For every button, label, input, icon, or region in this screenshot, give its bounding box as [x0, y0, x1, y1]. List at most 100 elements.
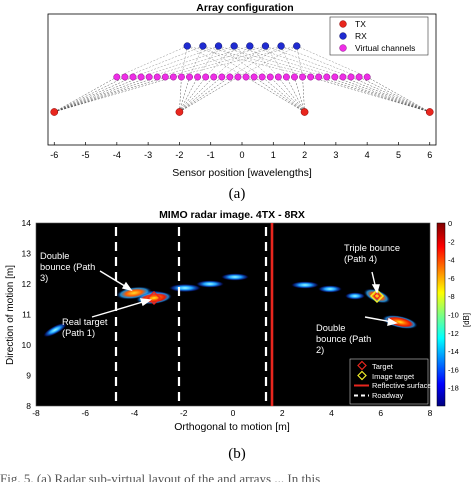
virtual-channel-line [310, 76, 430, 113]
virtual-channel-lines [54, 45, 430, 113]
x-tick-label: -4 [131, 408, 139, 418]
x-tick-label: 6 [378, 408, 383, 418]
x-tick-label: -2 [175, 150, 183, 160]
virtual-channel-line [54, 76, 174, 113]
rx-channel-line [157, 45, 266, 78]
tx-marker [50, 108, 59, 116]
y-tick-label: 11 [22, 310, 31, 320]
figure-b-y-ticks: 8 9 10 11 12 13 14 [22, 218, 32, 411]
virtual-channel-line [179, 76, 198, 113]
x-tick-label: 1 [271, 150, 276, 160]
tx-marker [300, 108, 309, 116]
rx-marker [293, 42, 301, 50]
virtual-channel-line [262, 76, 305, 113]
x-tick-label: 2 [280, 408, 285, 418]
rx-channel-line [234, 45, 335, 78]
annotation-real-target: Real target (Path 1) [62, 317, 110, 338]
x-tick-label: 2 [302, 150, 307, 160]
annotation-double-bounce-right: Double bounce (Path 2) [316, 323, 374, 355]
colorbar-tick-label: -4 [448, 256, 455, 265]
virtual-channel-marker [186, 73, 193, 81]
rx-channel-line [197, 45, 219, 78]
virtual-channel-line [54, 76, 134, 113]
figure-a-title: Array configuration [196, 2, 293, 14]
figure-a-xlabel: Sensor position [wavelengths] [172, 167, 312, 179]
legend-rx-marker [339, 32, 347, 40]
annotation-triple-bounce: Triple bounce (Path 4) [344, 243, 403, 264]
virtual-channel-marker [363, 73, 371, 81]
rx-channel-line [132, 45, 219, 78]
cut-off-body-text: Fig. 5. (a) Radar sub-virtual layout of … [0, 471, 321, 482]
rx-channel-line [296, 45, 368, 78]
y-tick-label: 9 [26, 371, 31, 381]
rx-marker [261, 42, 270, 50]
rx-channel-line [202, 45, 255, 78]
colorbar-tick-label: 0 [448, 219, 452, 228]
x-tick-label: 4 [329, 408, 334, 418]
rx-marker [183, 42, 191, 50]
arrow-real-target-head [139, 298, 152, 307]
rx-channel-line [249, 45, 279, 78]
array-configuration-plot: Array configuration -6 -5 -4 -3 -2 -1 0 1 2 3 4 5 6 … [47, 2, 437, 179]
virtual-channel-marker [331, 73, 339, 81]
legend-image-target-label: Image target [372, 372, 415, 381]
annotation-double-bounce-left: Double bounce (Path 3) [40, 251, 98, 283]
virtual-channel-line [302, 76, 305, 113]
legend-tx-marker [339, 20, 347, 28]
rx-channel-line [237, 45, 297, 78]
rx-channel-line [173, 45, 297, 78]
rx-channel-line [149, 45, 250, 78]
legend-tx-label: TX [355, 19, 366, 29]
virtual-channel-marker [274, 73, 282, 81]
figure-a-x-ticks: -6 -5 -4 -3 -2 -1 0 1 2 3 4 5 6 [50, 142, 432, 160]
x-tick-label: 4 [365, 150, 370, 160]
radar-hotspots [116, 286, 418, 329]
rx-channel-line [218, 45, 327, 78]
virtual-channel-marker [242, 73, 250, 81]
image-target-inner-marker [373, 292, 381, 300]
y-tick-label: 14 [22, 218, 32, 228]
virtual-channel-line [350, 76, 430, 113]
virtual-channel-marker [145, 73, 153, 81]
legend-virtual-label: Virtual channels [355, 43, 415, 53]
rx-channel-line [187, 45, 311, 78]
tx-marker [175, 108, 184, 116]
virtual-channel-line [54, 76, 142, 113]
rx-channel-line [181, 45, 188, 78]
virtual-channel-marker [210, 73, 218, 81]
rx-channel-line [187, 45, 247, 78]
rx-marker [246, 42, 254, 50]
x-tick-label: 6 [427, 150, 432, 160]
virtual-channel-line [179, 76, 190, 113]
virtual-channel-line [318, 76, 430, 113]
x-tick-label: -6 [81, 408, 89, 418]
figure-b-xlabel: Orthogonal to motion [m] [174, 421, 290, 433]
colorbar-tick-label: -12 [448, 329, 459, 338]
target-marker [146, 290, 162, 306]
x-tick-label: 8 [428, 408, 433, 418]
virtual-channel-marker [339, 73, 347, 81]
x-tick-label: -4 [113, 150, 121, 160]
x-tick-label: 0 [231, 408, 236, 418]
rx-channel-line [265, 45, 287, 78]
virtual-channel-marker [153, 73, 161, 81]
x-tick-label: -5 [82, 150, 90, 160]
figure-b-legend: Target Image target Reflective surface R… [349, 358, 432, 405]
arrow-double-bounce-right-head [387, 317, 398, 326]
virtual-channel-marker [113, 73, 121, 81]
virtual-channel-marker [194, 73, 202, 81]
arrow-double-bounce-left-head [121, 281, 133, 292]
rx-channel-line [189, 45, 204, 78]
virtual-channel-marker [161, 73, 169, 81]
x-tick-label: -3 [144, 150, 152, 160]
rx-channel-line [221, 45, 266, 78]
legend-rx-label: RX [355, 31, 367, 41]
virtual-channel-marker [137, 73, 145, 81]
virtual-channel-line [245, 76, 305, 113]
legend-reflective-label: Reflective surface [372, 381, 432, 390]
virtual-channel-line [54, 76, 158, 113]
rx-channel-line [213, 45, 250, 78]
colorbar-ticks: 0 -2 -4 -6 -8 -10 -12 -14 -16 -18 [448, 219, 459, 393]
figure-b-caption: (b) [228, 446, 246, 462]
figure-a-caption: (a) [228, 186, 246, 202]
